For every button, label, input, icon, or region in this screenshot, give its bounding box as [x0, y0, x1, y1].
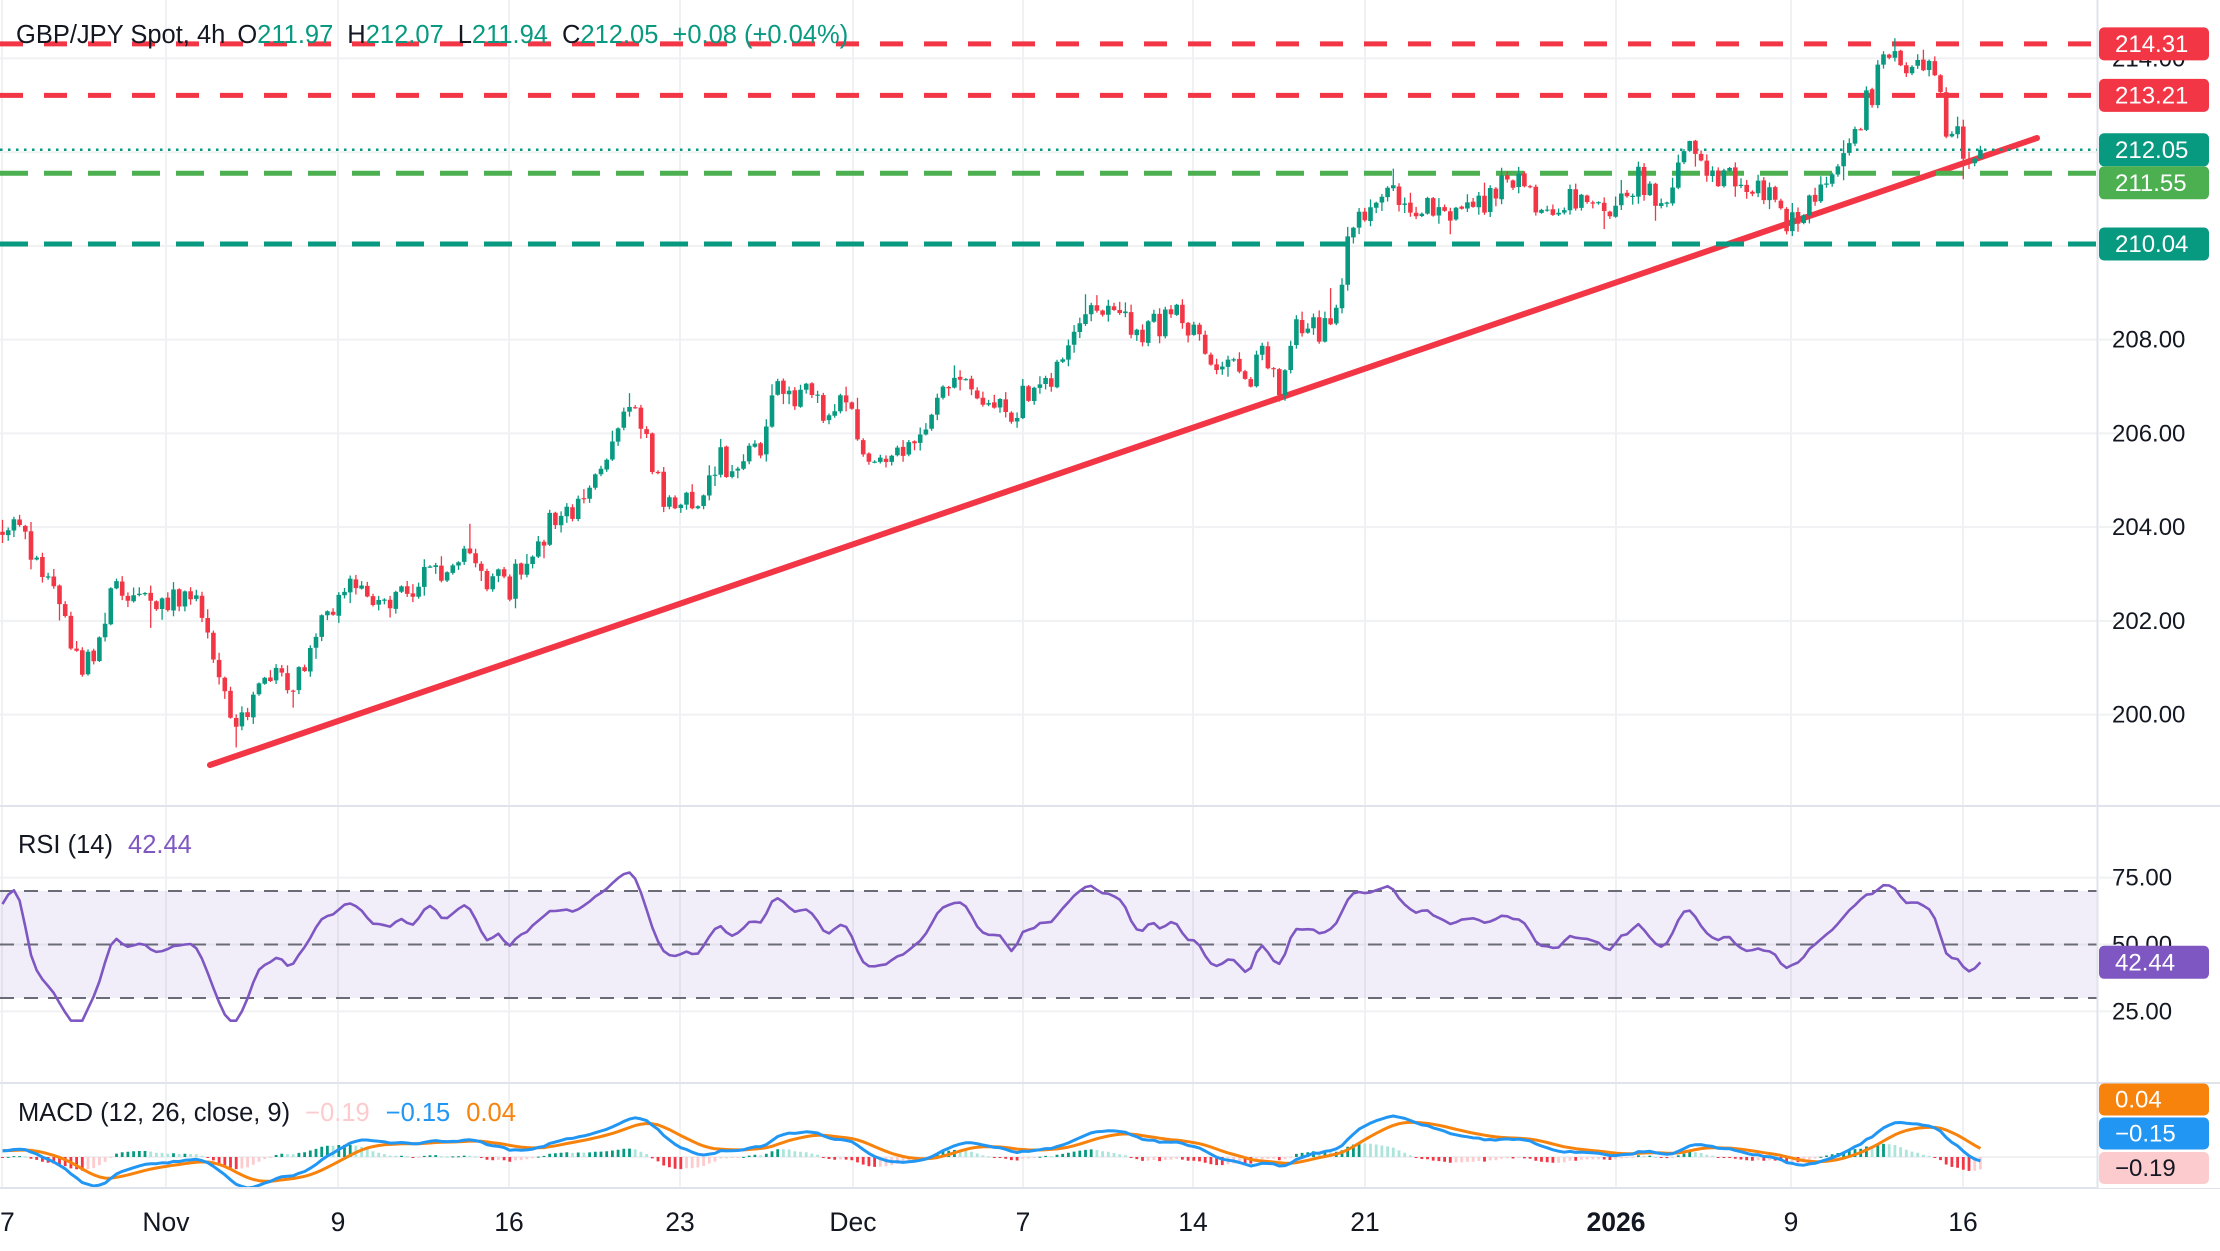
- svg-text:206.00: 206.00: [2112, 420, 2185, 447]
- svg-text:MACD (12, 26, close, 9) −0.19−: MACD (12, 26, close, 9) −0.19 −0.15 0.04: [18, 1099, 516, 1127]
- svg-text:211.55: 211.55: [2115, 170, 2187, 197]
- svg-text:Dec: Dec: [829, 1207, 876, 1237]
- svg-text:204.00: 204.00: [2112, 514, 2185, 541]
- svg-text:42.44: 42.44: [2115, 949, 2175, 976]
- svg-text:0.04: 0.04: [2115, 1087, 2162, 1114]
- svg-text:16: 16: [494, 1207, 523, 1237]
- svg-text:202.00: 202.00: [2112, 608, 2185, 635]
- svg-text:21: 21: [1350, 1207, 1379, 1237]
- svg-text:14: 14: [1178, 1207, 1207, 1237]
- svg-text:RSI (14) 42.44: RSI (14) 42.44: [18, 831, 192, 859]
- svg-text:75.00: 75.00: [2112, 865, 2172, 892]
- svg-text:23: 23: [665, 1207, 694, 1237]
- svg-text:200.00: 200.00: [2112, 702, 2185, 729]
- svg-text:212.05: 212.05: [2115, 137, 2188, 164]
- svg-text:−0.19: −0.19: [2115, 1155, 2176, 1182]
- svg-text:7: 7: [1016, 1207, 1031, 1237]
- svg-text:214.31: 214.31: [2115, 31, 2188, 58]
- svg-text:2026: 2026: [1587, 1207, 1646, 1237]
- svg-text:25.00: 25.00: [2112, 998, 2172, 1025]
- svg-text:7: 7: [0, 1207, 15, 1237]
- svg-text:213.21: 213.21: [2115, 82, 2188, 109]
- svg-text:16: 16: [1948, 1207, 1977, 1237]
- svg-text:210.04: 210.04: [2115, 231, 2188, 258]
- svg-text:208.00: 208.00: [2112, 327, 2185, 354]
- svg-text:9: 9: [1784, 1207, 1799, 1237]
- svg-text:Nov: Nov: [142, 1207, 190, 1237]
- svg-text:9: 9: [331, 1207, 346, 1237]
- svg-text:−0.15: −0.15: [2115, 1121, 2176, 1148]
